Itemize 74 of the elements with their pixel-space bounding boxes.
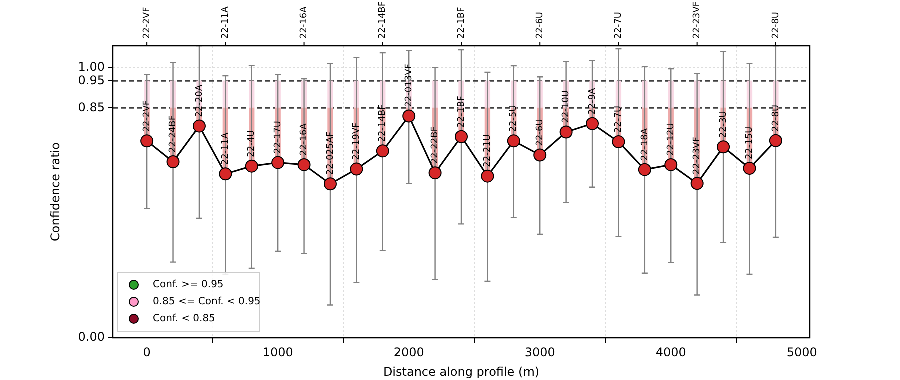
point <box>534 148 547 162</box>
point <box>245 160 258 173</box>
point <box>743 162 756 175</box>
point <box>428 166 442 180</box>
legend-label: Conf. >= 0.95 <box>153 280 224 291</box>
annotation: 22-20A <box>194 84 205 118</box>
y-axis-title: Confidence ratio <box>48 142 62 242</box>
x-tick-label: 2000 <box>394 345 424 360</box>
x-tick-label: 1000 <box>262 345 294 360</box>
annotation: 22-6U <box>535 12 546 39</box>
annotation: 22-1BF <box>456 96 467 128</box>
annotation: 22-8U <box>771 12 782 39</box>
point <box>219 168 232 181</box>
point <box>192 120 206 133</box>
point <box>612 135 626 148</box>
point <box>717 140 730 154</box>
annotation: 22-18A <box>640 128 650 161</box>
point <box>376 144 390 158</box>
annotation: 22-3U <box>718 111 729 138</box>
annotation: 22-1BF <box>456 7 467 39</box>
point <box>690 177 704 190</box>
x-tick-label: 5000 <box>786 345 818 360</box>
point <box>664 158 678 172</box>
annotation: 22-19VF <box>352 122 362 160</box>
annotation: 22-24BF <box>168 115 179 153</box>
x-tick-label: 3000 <box>524 345 556 360</box>
point <box>455 130 468 144</box>
y-tick-label: 0.85 <box>78 100 105 114</box>
x-tick-label: 4000 <box>656 345 686 360</box>
point <box>140 134 154 148</box>
annotation: 22-025AF <box>326 132 336 176</box>
y-tick-label: 1.00 <box>78 60 105 74</box>
point <box>507 134 520 148</box>
annotation: 22-12U <box>666 123 676 156</box>
annotation: 22-22BF <box>430 126 441 164</box>
annotation: 22-6U <box>535 119 546 146</box>
annotation: 22-7U <box>614 106 624 133</box>
legend-label: Conf. < 0.85 <box>153 314 216 325</box>
point <box>272 156 285 170</box>
x-tick-label: 0 <box>143 345 151 360</box>
legend-label: 0.85 <= Conf. < 0.95 <box>153 296 261 308</box>
annotation: 22-21U <box>483 134 494 168</box>
annotation: 22-5U <box>509 105 520 132</box>
annotation: 22-23VF <box>692 137 703 175</box>
point <box>481 170 494 183</box>
annotation: 22-14BF <box>378 1 388 39</box>
annotation: 22-2VF <box>142 100 152 132</box>
annotation: 22-14BF <box>378 104 388 142</box>
y-tick-label: 0.00 <box>78 330 105 344</box>
annotation: 22-16A <box>300 122 310 156</box>
annotation: 22-8U <box>771 104 782 132</box>
point <box>402 110 416 123</box>
annotation: 22-11A <box>221 6 232 39</box>
annotation: 22-9A <box>588 87 598 115</box>
annotation: 22-7U <box>614 12 624 39</box>
point <box>324 178 337 191</box>
x-axis-title: Distance along profile (m) <box>383 364 540 379</box>
point <box>560 126 573 139</box>
point <box>298 158 311 172</box>
annotation: 22-10U <box>562 90 572 124</box>
annotation: 22-23VF <box>692 2 703 39</box>
annotation: 22-4U <box>247 130 258 158</box>
annotation: 22-2VF <box>142 7 152 39</box>
point <box>166 155 180 168</box>
point <box>586 117 600 130</box>
point <box>350 162 364 176</box>
point <box>769 134 782 148</box>
annotation: 22-15U <box>745 126 756 160</box>
point <box>638 163 652 176</box>
y-tick-label: 0.95 <box>78 73 105 88</box>
annotation: 22-17U <box>273 121 284 154</box>
annotation: 22-11A <box>221 132 232 166</box>
annotation: 22-16A <box>300 6 310 39</box>
annotation: 22-013VF <box>404 64 414 108</box>
